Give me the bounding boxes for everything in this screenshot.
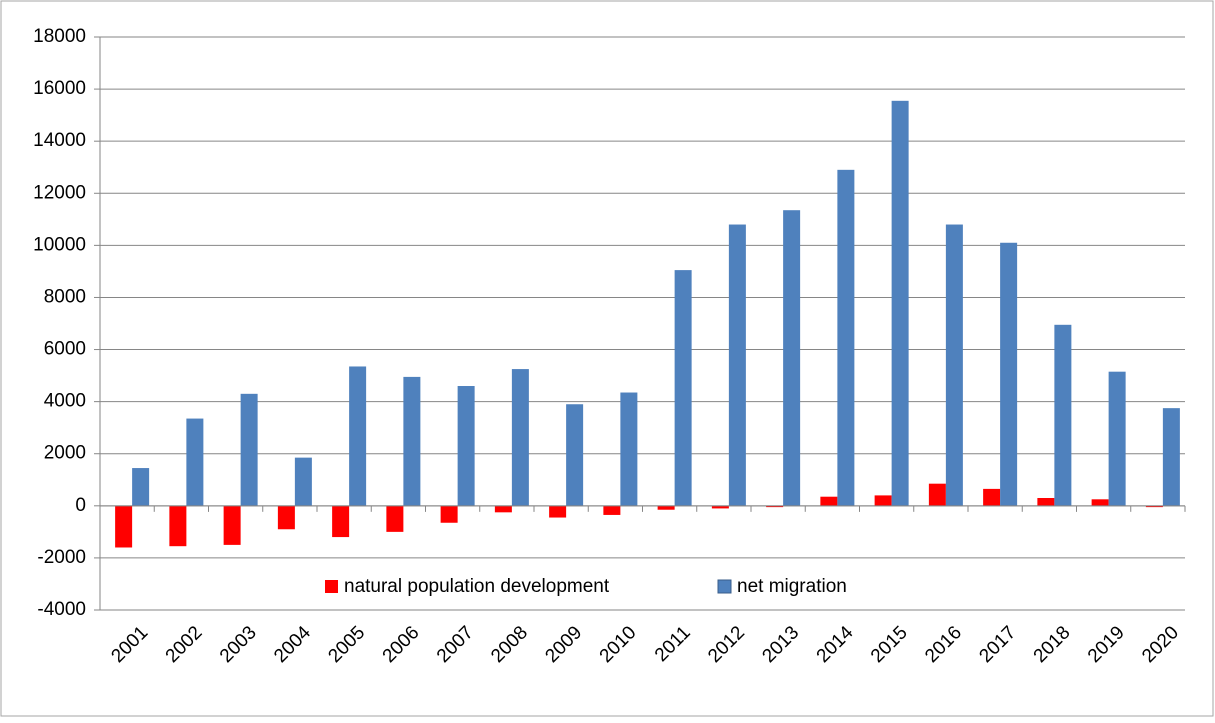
y-tick-label: 8000: [44, 286, 86, 307]
bar: [494, 505, 512, 513]
y-tick-label: 4000: [44, 391, 86, 412]
bar: [403, 376, 421, 506]
bar: [657, 505, 675, 510]
bar: [945, 224, 963, 506]
bar: [349, 366, 367, 506]
bar: [820, 496, 838, 506]
bar: [223, 505, 241, 545]
bar: [1162, 408, 1180, 506]
bar: [511, 369, 529, 506]
y-tick-label: 18000: [33, 26, 86, 47]
bar: [169, 505, 187, 547]
bar: [1054, 324, 1072, 506]
bar: [566, 404, 584, 506]
bar: [1108, 371, 1126, 506]
bar: [1000, 242, 1018, 506]
legend-label: natural population development: [344, 576, 610, 597]
y-tick-label: 12000: [33, 182, 86, 203]
bar: [837, 169, 855, 506]
bar: [603, 505, 621, 515]
legend-swatch: [325, 580, 338, 593]
y-tick-label: 14000: [33, 130, 86, 151]
bar: [891, 100, 909, 506]
y-tick-label: -4000: [37, 599, 86, 620]
legend-label: net migration: [737, 576, 847, 597]
bar: [1145, 505, 1163, 508]
bar: [240, 393, 258, 506]
bar: [728, 224, 746, 506]
bar: [874, 495, 892, 506]
y-tick-label: 2000: [44, 443, 86, 464]
bar: [277, 505, 295, 530]
bar: [386, 505, 404, 532]
bar: [766, 505, 784, 508]
y-tick-label: 16000: [33, 78, 86, 99]
legend-swatch: [717, 579, 732, 594]
bar: [294, 457, 312, 506]
bar: [549, 505, 567, 518]
bar: [1037, 498, 1055, 506]
y-tick-label: 0: [75, 495, 86, 516]
bar: [115, 505, 133, 548]
bar: [332, 505, 350, 538]
bar: [783, 210, 801, 506]
bar: [983, 488, 1001, 506]
bar: [186, 418, 204, 506]
bar: [1091, 499, 1109, 506]
bar: [457, 386, 475, 506]
bar: [674, 270, 692, 506]
y-tick-label: 6000: [44, 339, 86, 360]
bar: [132, 468, 150, 506]
bar: [440, 505, 458, 523]
bar: [620, 392, 638, 506]
bar: [711, 505, 729, 509]
y-tick-label: 10000: [33, 234, 86, 255]
y-tick-label: -2000: [37, 547, 86, 568]
bar: [928, 483, 946, 506]
